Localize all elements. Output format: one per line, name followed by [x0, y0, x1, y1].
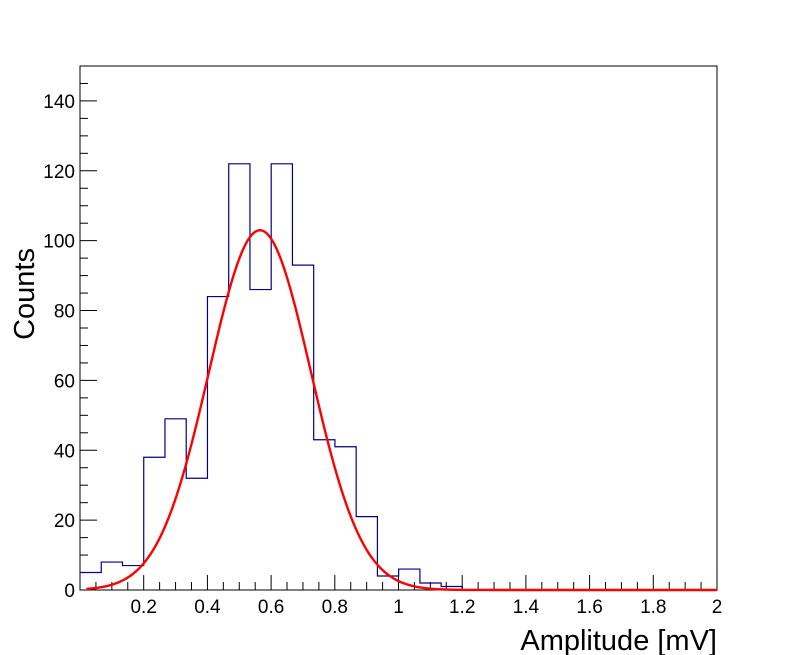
- y-tick-label: 120: [43, 162, 75, 183]
- x-axis-title: Amplitude [mV]: [520, 625, 717, 655]
- x-tick-label: 0.4: [194, 597, 221, 618]
- x-tick-label: 1.6: [576, 597, 602, 618]
- x-tick-label: 1.4: [513, 597, 540, 618]
- x-tick-label: 1.2: [449, 597, 475, 618]
- y-tick-label: 40: [54, 441, 75, 462]
- x-tick-label: 0.2: [130, 597, 156, 618]
- histogram-bars: [80, 163, 718, 591]
- y-tick-label: 100: [43, 232, 75, 253]
- y-tick-label: 80: [54, 302, 75, 323]
- y-tick-label: 140: [43, 92, 75, 113]
- y-tick-label: 0: [64, 581, 75, 602]
- x-tick-label: 0.6: [258, 597, 284, 618]
- x-tick-label: 0.8: [322, 597, 348, 618]
- x-axis-ticks: 0.2 0.4 0.6 0.8 1 1.2 1.4 1.6 1.8 2: [95, 575, 723, 618]
- x-tick-label: 1.8: [640, 597, 666, 618]
- gaussian-fit-curve: [86, 229, 717, 592]
- x-tick-label: 1: [393, 597, 404, 618]
- y-tick-label: 20: [54, 511, 75, 532]
- plot-frame: [79, 65, 718, 591]
- y-axis-title: Counts: [9, 248, 41, 340]
- y-tick-label: 60: [54, 371, 75, 392]
- y-axis-ticks: 0 20 40 60 80 100 120 140: [43, 65, 97, 602]
- x-tick-label: 2: [712, 597, 723, 618]
